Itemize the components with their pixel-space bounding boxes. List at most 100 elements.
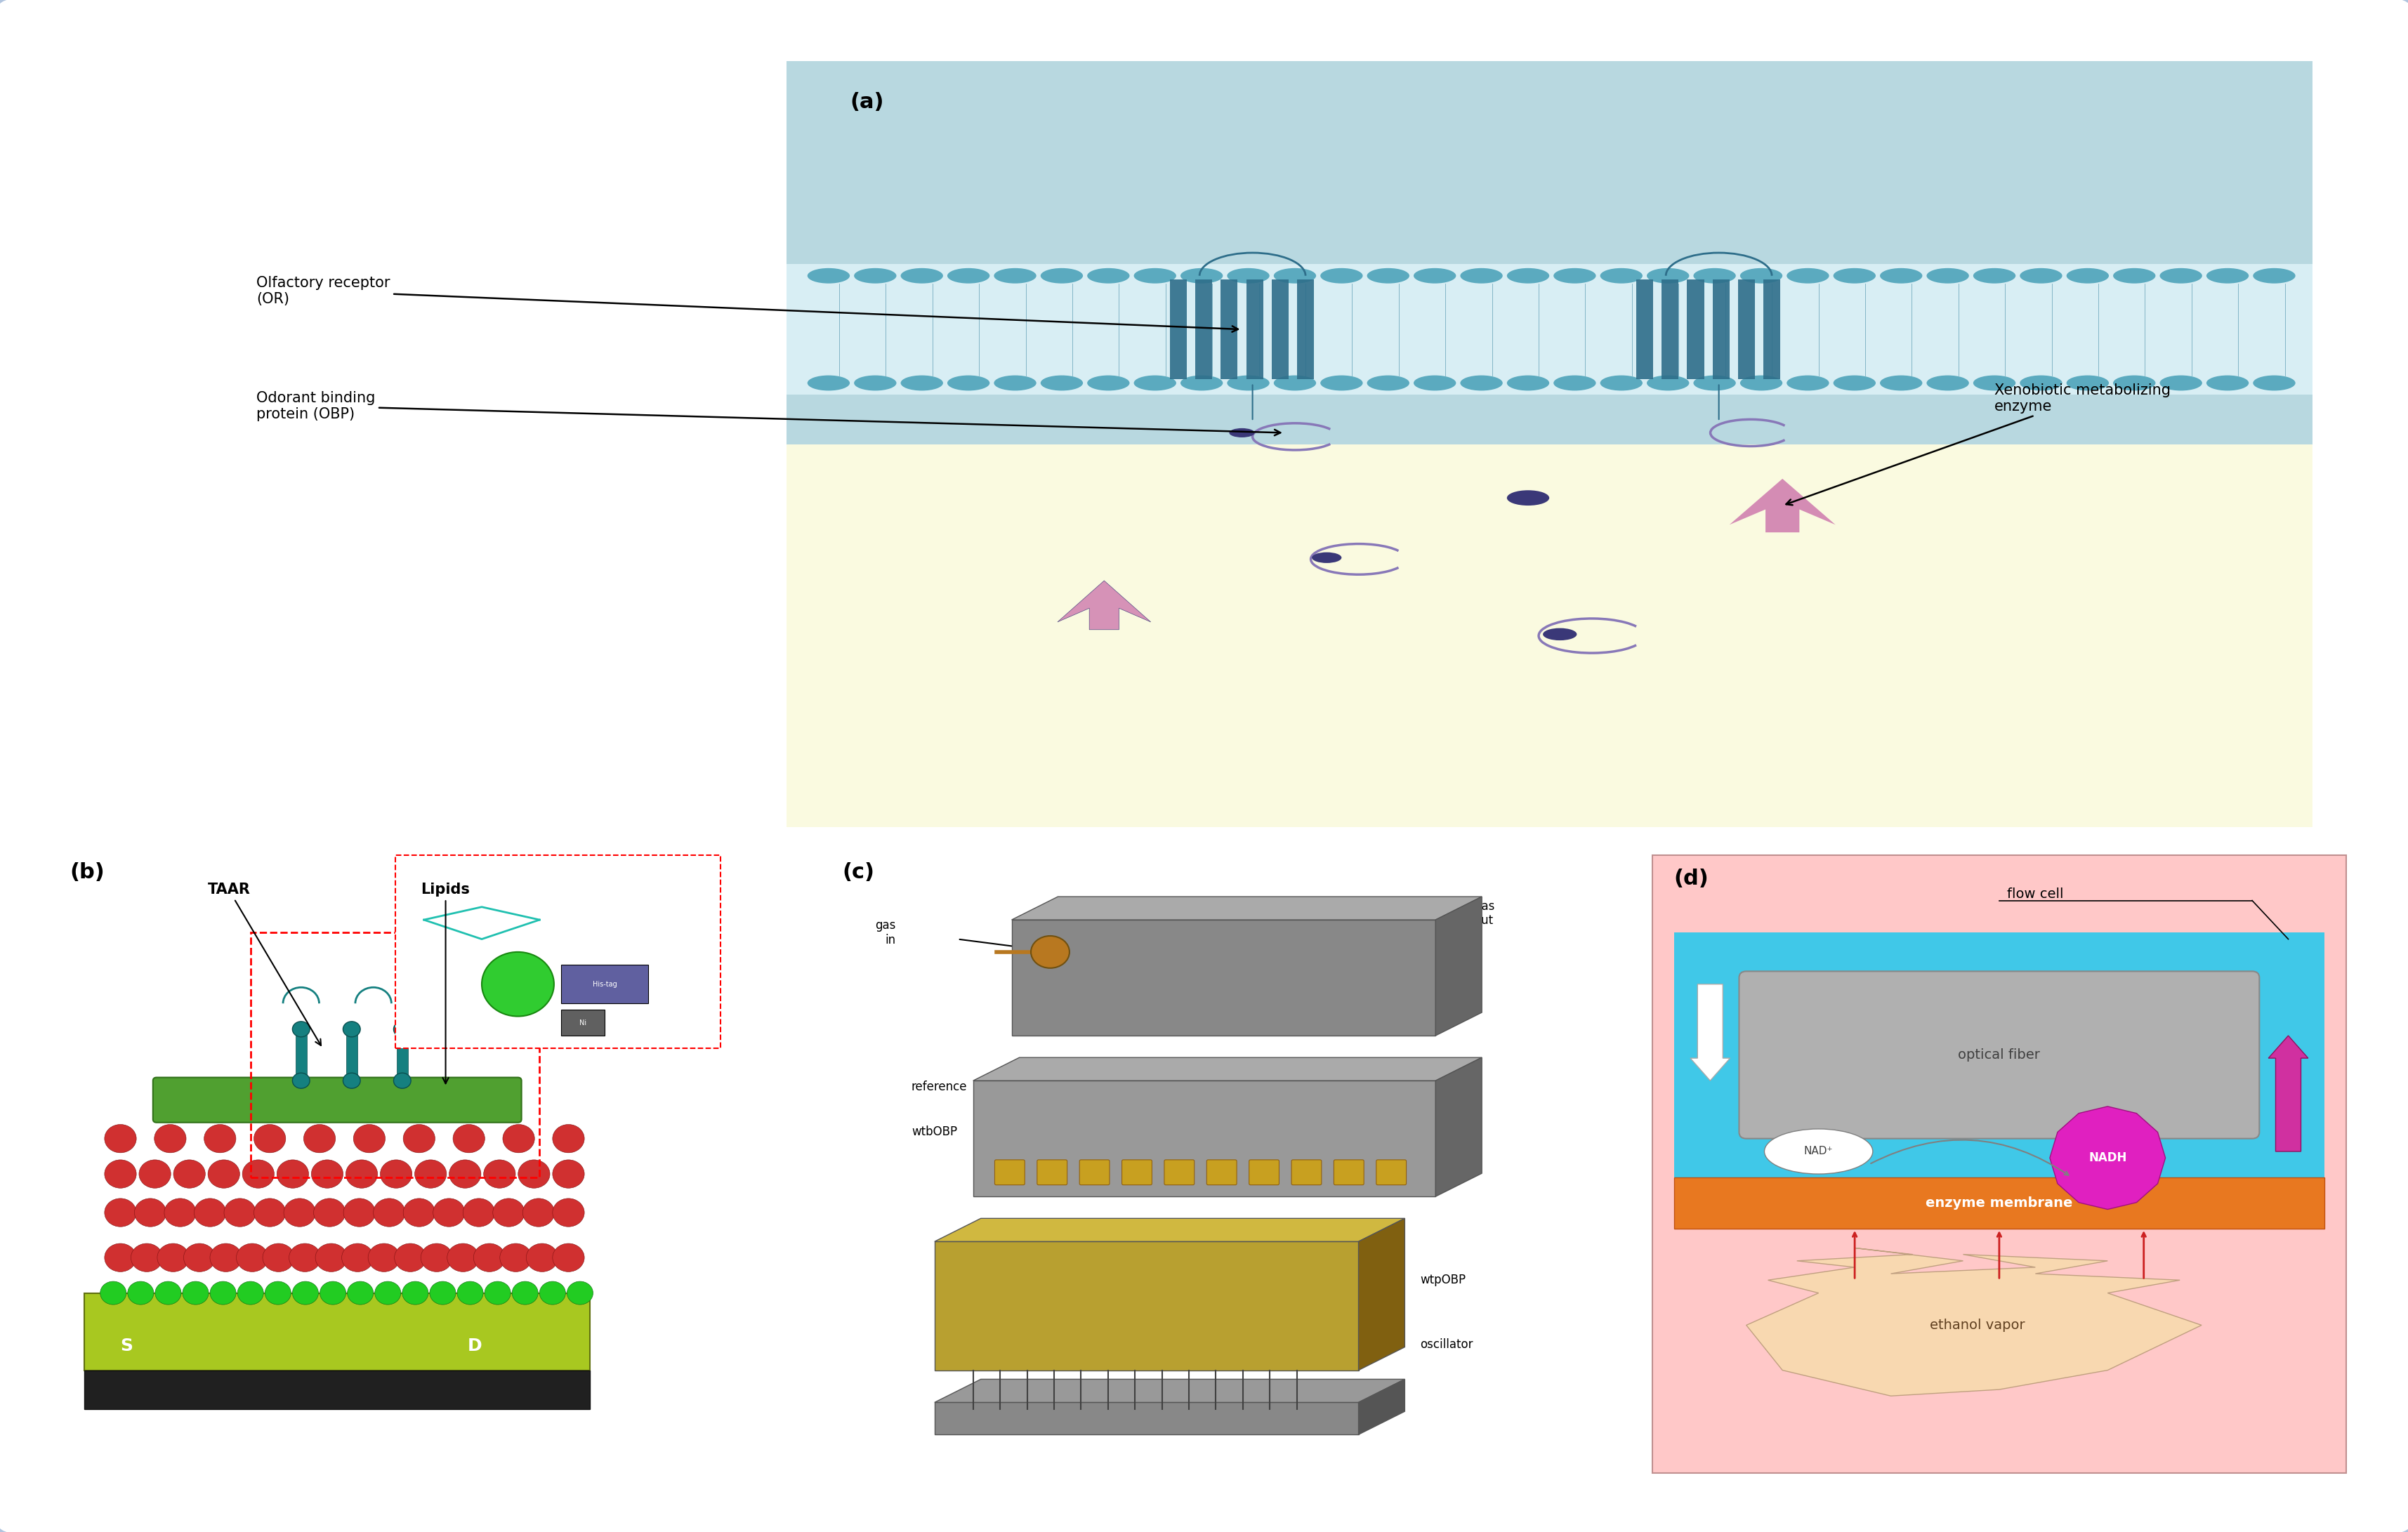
Circle shape xyxy=(1832,268,1876,283)
Circle shape xyxy=(1693,268,1736,283)
Circle shape xyxy=(101,1281,125,1305)
Circle shape xyxy=(342,1072,361,1088)
Circle shape xyxy=(205,1124,236,1152)
Circle shape xyxy=(342,1244,373,1272)
Bar xyxy=(1674,1177,2324,1229)
Bar xyxy=(1221,279,1238,380)
Circle shape xyxy=(376,1281,400,1305)
FancyBboxPatch shape xyxy=(154,1077,523,1123)
Text: (b): (b) xyxy=(70,863,106,882)
Circle shape xyxy=(2112,268,2155,283)
Circle shape xyxy=(448,1160,482,1189)
Bar xyxy=(1763,279,1780,380)
Circle shape xyxy=(1693,375,1736,391)
Circle shape xyxy=(482,951,554,1016)
Circle shape xyxy=(1787,375,1828,391)
Circle shape xyxy=(104,1244,137,1272)
Circle shape xyxy=(291,1281,318,1305)
Circle shape xyxy=(130,1244,164,1272)
Circle shape xyxy=(1553,268,1597,283)
Circle shape xyxy=(2160,268,2201,283)
Circle shape xyxy=(1878,375,1922,391)
Polygon shape xyxy=(973,1057,1481,1080)
Circle shape xyxy=(183,1244,214,1272)
Circle shape xyxy=(1040,375,1084,391)
Circle shape xyxy=(1647,268,1688,283)
Circle shape xyxy=(501,1244,532,1272)
Circle shape xyxy=(157,1244,188,1272)
Circle shape xyxy=(395,1244,426,1272)
Circle shape xyxy=(1544,628,1577,640)
Circle shape xyxy=(1739,268,1782,283)
Bar xyxy=(250,933,539,1177)
FancyBboxPatch shape xyxy=(1739,971,2259,1138)
Circle shape xyxy=(946,375,990,391)
Bar xyxy=(1170,279,1187,380)
Circle shape xyxy=(995,375,1035,391)
Text: (a): (a) xyxy=(850,92,884,112)
Circle shape xyxy=(1320,268,1363,283)
Circle shape xyxy=(503,1124,535,1152)
Circle shape xyxy=(1274,268,1315,283)
Circle shape xyxy=(154,1281,181,1305)
Circle shape xyxy=(195,1198,226,1227)
Text: Odorant binding
protein (OBP): Odorant binding protein (OBP) xyxy=(255,391,1281,435)
Bar xyxy=(347,1030,356,1080)
Circle shape xyxy=(393,1072,412,1088)
Bar xyxy=(1674,933,2324,1177)
Circle shape xyxy=(253,1198,287,1227)
Circle shape xyxy=(1368,268,1409,283)
FancyBboxPatch shape xyxy=(1375,1160,1406,1184)
Circle shape xyxy=(265,1281,291,1305)
Circle shape xyxy=(207,1160,241,1189)
Circle shape xyxy=(1599,375,1642,391)
Circle shape xyxy=(539,1281,566,1305)
Circle shape xyxy=(855,268,896,283)
Bar xyxy=(561,1010,604,1036)
Bar xyxy=(1194,279,1211,380)
Circle shape xyxy=(855,375,896,391)
Circle shape xyxy=(303,1124,335,1152)
Bar xyxy=(1686,279,1702,380)
Polygon shape xyxy=(1435,896,1481,1036)
Polygon shape xyxy=(934,1402,1358,1434)
Bar xyxy=(1635,279,1652,380)
Circle shape xyxy=(1459,268,1503,283)
Circle shape xyxy=(1413,375,1454,391)
Circle shape xyxy=(484,1281,510,1305)
FancyBboxPatch shape xyxy=(1163,1160,1194,1184)
Bar xyxy=(84,1370,590,1409)
Text: (d): (d) xyxy=(1674,869,1710,889)
Circle shape xyxy=(1878,268,1922,283)
Circle shape xyxy=(104,1198,137,1227)
Text: wtbOBP: wtbOBP xyxy=(910,1126,956,1138)
Text: reference: reference xyxy=(910,1080,968,1094)
Text: gas
in: gas in xyxy=(874,919,896,947)
Polygon shape xyxy=(1435,1057,1481,1196)
Circle shape xyxy=(1787,268,1828,283)
Circle shape xyxy=(128,1281,154,1305)
Polygon shape xyxy=(934,1241,1358,1370)
Circle shape xyxy=(1739,375,1782,391)
Circle shape xyxy=(807,268,850,283)
Bar xyxy=(1271,279,1288,380)
Ellipse shape xyxy=(1763,1129,1873,1174)
Circle shape xyxy=(995,268,1035,283)
Circle shape xyxy=(1226,268,1269,283)
Circle shape xyxy=(414,1160,445,1189)
Text: wtpOBP: wtpOBP xyxy=(1421,1273,1466,1287)
Polygon shape xyxy=(1358,1379,1404,1434)
Bar xyxy=(1662,279,1678,380)
Circle shape xyxy=(448,1244,479,1272)
Bar xyxy=(1296,279,1315,380)
Text: gas
out: gas out xyxy=(1474,899,1495,927)
Circle shape xyxy=(1507,375,1548,391)
Text: (c): (c) xyxy=(843,863,874,882)
Circle shape xyxy=(2020,375,2061,391)
Circle shape xyxy=(1926,375,1967,391)
Circle shape xyxy=(1507,490,1548,506)
Circle shape xyxy=(209,1281,236,1305)
Circle shape xyxy=(1134,375,1175,391)
Circle shape xyxy=(2020,268,2061,283)
Text: dmbOBP: dmbOBP xyxy=(1421,1126,1471,1138)
